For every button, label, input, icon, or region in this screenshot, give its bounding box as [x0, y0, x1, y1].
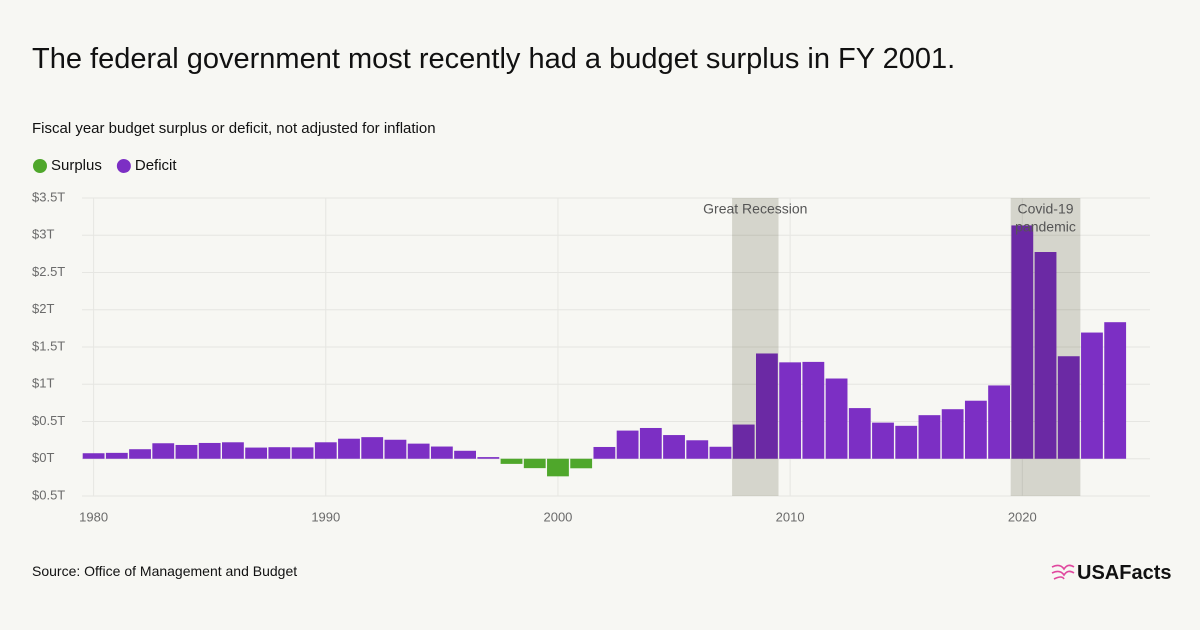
- y-tick-label: $2.5T: [32, 264, 65, 279]
- bar: [361, 437, 384, 459]
- shaded-region: [732, 198, 779, 496]
- bar: [477, 457, 500, 459]
- bar: [825, 378, 848, 459]
- x-tick-label: 2020: [1008, 509, 1037, 524]
- x-tick-label: 2010: [776, 509, 805, 524]
- region-label: pandemic: [1015, 219, 1076, 235]
- region-label: Great Recession: [703, 201, 807, 217]
- bar: [454, 450, 476, 459]
- bar: [338, 438, 360, 459]
- bar: [547, 458, 569, 477]
- bar: [129, 449, 151, 459]
- logo-text: USAFacts: [1077, 562, 1171, 584]
- shaded-region: [1010, 198, 1081, 496]
- x-tick-label: 1980: [79, 509, 108, 524]
- legend-label: Deficit: [135, 157, 178, 174]
- logo: USAFacts: [1051, 562, 1171, 584]
- bar: [82, 453, 105, 459]
- legend-label: Surplus: [51, 157, 102, 174]
- bar: [384, 439, 407, 459]
- bar: [686, 440, 709, 459]
- bar: [523, 458, 546, 469]
- bar: [105, 452, 128, 459]
- bar: [175, 444, 198, 459]
- bar: [872, 422, 894, 459]
- bar: [291, 447, 314, 459]
- bar: [245, 447, 268, 459]
- bar: [314, 442, 337, 459]
- y-tick-label: $3.5T: [32, 189, 65, 204]
- y-tick-label: $0.5T: [32, 413, 65, 428]
- x-tick-label: 2000: [543, 509, 572, 524]
- bar: [268, 447, 291, 459]
- bar: [709, 446, 732, 459]
- legend-marker: [116, 159, 131, 173]
- region-label: Covid-19: [1018, 201, 1074, 217]
- bar: [430, 446, 453, 459]
- bar: [1104, 322, 1127, 459]
- bar: [593, 446, 616, 459]
- bar: [616, 430, 639, 459]
- bar: [198, 442, 221, 459]
- y-tick-label: $2T: [32, 301, 54, 316]
- y-tick-label: $1.5T: [32, 338, 65, 353]
- bar: [152, 443, 175, 459]
- y-tick-label: $0T: [32, 450, 54, 465]
- bar: [222, 442, 244, 459]
- bar: [848, 408, 871, 459]
- legend-marker: [33, 159, 47, 173]
- y-tick-label: $3T: [32, 227, 54, 242]
- bar: [964, 400, 987, 459]
- logo-icon: [1051, 564, 1075, 580]
- bar: [407, 443, 430, 459]
- bar: [663, 435, 685, 459]
- bar: [1081, 332, 1103, 459]
- chart-title: The federal government most recently had…: [32, 43, 955, 75]
- bar: [802, 361, 825, 459]
- y-tick-label: $0.5T: [32, 487, 65, 502]
- source: Source: Office of Management and Budget: [32, 563, 297, 579]
- bar: [500, 458, 523, 464]
- x-tick-label: 1990: [311, 509, 340, 524]
- bar: [639, 427, 662, 459]
- bar: [895, 425, 918, 459]
- chart-subtitle: Fiscal year budget surplus or deficit, n…: [32, 120, 436, 137]
- bar: [570, 458, 593, 469]
- bar: [779, 362, 802, 459]
- bar: [941, 409, 964, 459]
- y-tick-label: $1T: [32, 376, 54, 391]
- bar: [918, 415, 941, 459]
- bar: [988, 385, 1010, 459]
